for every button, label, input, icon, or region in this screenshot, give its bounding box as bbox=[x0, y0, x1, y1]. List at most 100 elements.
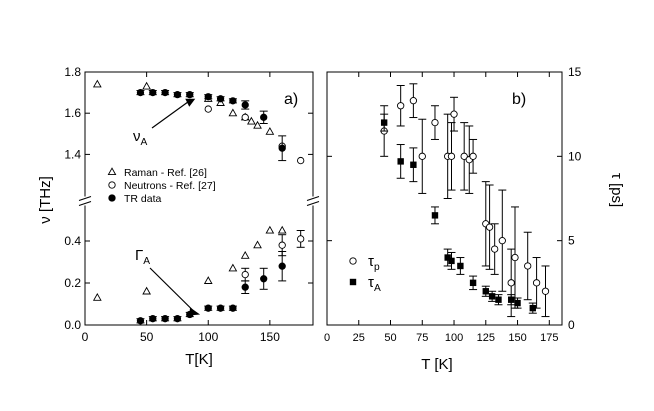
panel-a-label: a) bbox=[284, 91, 298, 108]
point-1-lower-1 bbox=[278, 241, 286, 249]
point-0-upper-0 bbox=[92, 79, 102, 88]
legend-label-0: Raman - Ref. [26] bbox=[124, 167, 207, 179]
point-b-0-13 bbox=[491, 245, 499, 253]
x-tick-label-b-5: 125 bbox=[477, 332, 495, 344]
axis-break-mark-b-1 bbox=[306, 201, 320, 206]
point-b-0-18 bbox=[532, 279, 541, 287]
panel-a: a) T[K] ν [THz] 0 50 100 150 1.4 1.6 1.8 0.0 0.2… bbox=[37, 65, 320, 368]
x-tick-label-0: 0 bbox=[82, 330, 89, 344]
point-b-0-14 bbox=[498, 237, 506, 245]
legend-marker-b-1 bbox=[349, 278, 357, 286]
point-0-lower-1 bbox=[142, 286, 151, 295]
point-2-upper-3 bbox=[173, 91, 182, 99]
y-tick-label-lower-0: 0.0 bbox=[64, 318, 81, 332]
point-b-0-3 bbox=[418, 152, 426, 160]
panel-b-xlabel: T [K] bbox=[421, 356, 452, 373]
annotation-gamma-a: ΓA bbox=[135, 247, 150, 267]
axis-break-mark-0 bbox=[78, 196, 92, 201]
y-tick-label-upper-2: 1.8 bbox=[64, 65, 81, 79]
point-0-lower-6 bbox=[265, 225, 275, 234]
point-b-1-0 bbox=[380, 119, 388, 126]
point-b-0-1 bbox=[397, 102, 405, 110]
point-b-0-6 bbox=[447, 152, 456, 160]
axis-break-gap-0 bbox=[79, 196, 91, 206]
point-2-upper-0 bbox=[136, 88, 145, 97]
point-2-upper-7 bbox=[229, 97, 237, 105]
annotation-nu-a: νA bbox=[133, 128, 148, 148]
annotation-arrow-nu bbox=[151, 101, 189, 129]
panel-b-marks bbox=[380, 83, 550, 318]
panel-b-ylabel: τ [ps] bbox=[608, 173, 625, 207]
y-tick-label-b-1: 5 bbox=[568, 234, 575, 248]
annotation-arrow-gamma bbox=[149, 267, 195, 312]
point-b-1-6 bbox=[457, 262, 464, 270]
legend-marker-1 bbox=[108, 181, 116, 189]
point-b-0-16 bbox=[511, 253, 519, 262]
point-2-upper-5 bbox=[204, 93, 212, 101]
point-b-1-10 bbox=[495, 296, 502, 303]
axis-break-mark-b-0 bbox=[78, 201, 92, 206]
panel-b: b) T [K] τ [ps] 0 25 50 75 100 125 150 175 0 5 10 1… bbox=[324, 65, 625, 373]
point-b-1-5 bbox=[448, 257, 455, 265]
annotation-arrowhead-nu bbox=[185, 98, 196, 107]
panel-a-annotations: νA ΓA bbox=[133, 98, 201, 316]
point-2-upper-10 bbox=[278, 144, 286, 152]
point-2-lower-1 bbox=[149, 315, 157, 323]
x-tick-label-2: 100 bbox=[198, 330, 218, 344]
point-0-upper-4 bbox=[228, 108, 238, 117]
point-b-1-4 bbox=[444, 254, 451, 261]
point-b-0-8 bbox=[460, 152, 468, 160]
x-tick-label-b-4: 100 bbox=[445, 332, 463, 344]
point-1-lower-0 bbox=[241, 270, 249, 279]
point-b-0-2 bbox=[409, 97, 418, 105]
point-2-upper-6 bbox=[216, 95, 225, 103]
x-tick-label-b-1: 25 bbox=[353, 332, 365, 344]
point-b-0-15 bbox=[507, 279, 515, 287]
point-b-0-17 bbox=[524, 262, 532, 270]
legend-marker-b-0 bbox=[349, 257, 357, 265]
point-2-lower-3 bbox=[173, 315, 182, 323]
annotation-arrowhead-gamma bbox=[189, 307, 201, 316]
x-tick-label-1: 50 bbox=[140, 330, 154, 344]
point-b-0-10 bbox=[469, 152, 477, 160]
point-b-1-7 bbox=[469, 279, 477, 287]
point-b-0-12 bbox=[485, 223, 494, 231]
panel-a-marks bbox=[92, 79, 305, 325]
panel-a-legend: Raman - Ref. [26]Neutrons - Ref. [27]TR … bbox=[107, 167, 216, 205]
y-tick-label-upper-1: 1.6 bbox=[64, 106, 81, 120]
y-tick-label-upper-0: 1.4 bbox=[64, 147, 81, 161]
point-b-0-4 bbox=[431, 118, 439, 127]
panel-a-frame bbox=[84, 71, 314, 326]
point-2-upper-9 bbox=[260, 113, 268, 121]
y-tick-label-b-2: 10 bbox=[568, 149, 582, 163]
point-b-1-9 bbox=[488, 293, 496, 300]
point-0-upper-8 bbox=[265, 127, 275, 135]
legend-label-2: TR data bbox=[124, 193, 162, 205]
point-0-lower-4 bbox=[240, 250, 250, 259]
point-2-lower-9 bbox=[260, 275, 268, 283]
point-2-lower-6 bbox=[216, 304, 225, 312]
y-tick-label-b-3: 15 bbox=[568, 65, 582, 79]
x-tick-label-b-3: 75 bbox=[416, 332, 428, 344]
y-tick-label-lower-1: 0.2 bbox=[64, 276, 81, 290]
point-b-1-1 bbox=[397, 158, 404, 165]
panel-b-label: b) bbox=[512, 91, 526, 108]
legend-marker-0 bbox=[107, 167, 117, 176]
point-2-lower-7 bbox=[229, 304, 237, 312]
y-tick-label-b-0: 0 bbox=[568, 318, 575, 332]
panel-a-ylabel: ν [THz] bbox=[37, 176, 54, 224]
point-b-1-13 bbox=[529, 304, 536, 312]
point-0-lower-2 bbox=[203, 276, 213, 284]
x-tick-label-b-2: 50 bbox=[384, 332, 396, 344]
y-tick-label-lower-2: 0.4 bbox=[64, 234, 81, 248]
point-0-upper-1 bbox=[142, 81, 151, 90]
x-tick-label-b-6: 150 bbox=[508, 332, 526, 344]
point-1-upper-3 bbox=[297, 156, 305, 165]
point-2-upper-8 bbox=[241, 101, 249, 109]
point-b-1-11 bbox=[507, 296, 515, 303]
point-0-lower-3 bbox=[228, 263, 238, 272]
point-0-lower-7 bbox=[277, 225, 287, 234]
point-b-0-7 bbox=[450, 110, 458, 118]
panel-a-axes: 0 50 100 150 1.4 1.6 1.8 0.0 0.2 0.4 bbox=[64, 65, 320, 344]
